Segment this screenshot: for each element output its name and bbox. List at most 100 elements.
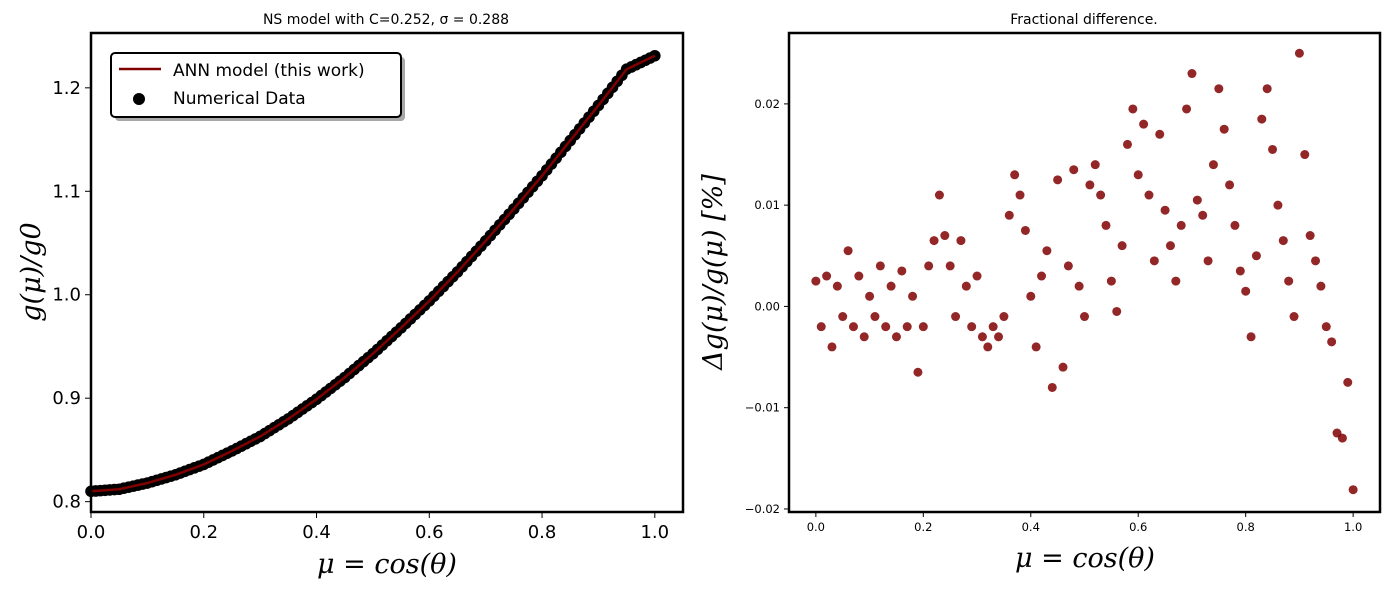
difference-data-point: [956, 236, 966, 246]
difference-data-point: [1321, 322, 1331, 332]
difference-data-point: [1047, 382, 1057, 392]
left-chart: NS model with C=0.252, σ = 0.288 0.0 0.2 0…: [16, 12, 685, 580]
difference-data-point: [822, 271, 832, 281]
difference-data-point: [832, 281, 842, 291]
legend-marker-swatch: [133, 93, 145, 105]
difference-data-point: [951, 312, 961, 322]
left-plot-frame: [89, 31, 685, 514]
difference-data-point: [1284, 276, 1294, 286]
difference-data-point: [1289, 312, 1299, 322]
difference-data-point: [1251, 251, 1261, 261]
right-x-axis-label: μ = cos(θ): [1015, 543, 1155, 574]
left-y-axis-ticks: 0.8 0.9 1.0 1.1 1.2: [52, 78, 91, 513]
difference-data-point: [886, 281, 896, 291]
difference-data-point: [972, 271, 982, 281]
y-tick-label: 1.2: [52, 78, 81, 99]
difference-data-point: [999, 312, 1009, 322]
x-tick-label: 0.2: [914, 520, 932, 534]
difference-data-point: [1343, 377, 1353, 387]
ann-model-line: [90, 54, 656, 493]
difference-data-point: [1149, 256, 1159, 266]
difference-data-point: [1117, 241, 1127, 251]
difference-data-point: [1268, 144, 1278, 154]
left-chart-title: NS model with C=0.252, σ = 0.288: [263, 12, 509, 28]
difference-data-point: [870, 312, 880, 322]
difference-data-point: [945, 261, 955, 271]
difference-data-point: [1192, 195, 1202, 205]
difference-data-point: [816, 322, 826, 332]
difference-data-point: [1300, 150, 1310, 160]
x-tick-label: 0.0: [807, 520, 825, 534]
difference-data-point: [1198, 210, 1208, 220]
difference-data-point: [811, 276, 821, 286]
right-y-axis-ticks: −0.02 −0.01 0.00 0.01 0.02: [745, 97, 789, 516]
left-x-axis-ticks: 0.0 0.2 0.4 0.6 0.8 1.0: [77, 512, 669, 543]
difference-data-point: [1225, 180, 1235, 190]
x-tick-label: 0.2: [189, 522, 218, 543]
y-tick-label: 1.0: [52, 285, 81, 306]
difference-data-point: [859, 332, 869, 342]
difference-data-point: [967, 322, 977, 332]
difference-data-point: [1214, 84, 1224, 94]
difference-data-point: [838, 312, 848, 322]
difference-data-point: [908, 291, 918, 301]
difference-data-point: [1037, 271, 1047, 281]
legend: ANN model (this work) Numerical Data: [110, 52, 405, 121]
difference-data-point: [1171, 276, 1181, 286]
difference-data-point: [1235, 266, 1245, 276]
difference-data-point: [1337, 433, 1347, 443]
difference-data-point: [891, 332, 901, 342]
y-tick-label: 1.1: [52, 181, 81, 202]
difference-data-point: [1090, 160, 1100, 170]
difference-data-point: [1133, 170, 1143, 180]
difference-data-point: [1128, 104, 1138, 114]
y-tick-label: 0.01: [754, 198, 780, 212]
difference-data-point: [1219, 124, 1229, 134]
difference-data-point: [1305, 231, 1315, 241]
difference-data-point: [1020, 225, 1030, 235]
difference-data-point: [1096, 190, 1106, 200]
left-plot-content: [85, 49, 661, 498]
right-chart-title: Fractional difference.: [1010, 12, 1158, 28]
difference-data-point: [1101, 220, 1111, 230]
x-tick-label: 1.0: [640, 522, 669, 543]
y-tick-label: −0.01: [745, 401, 780, 415]
difference-data-point: [881, 322, 891, 332]
x-tick-label: 0.8: [528, 522, 557, 543]
difference-data-point: [1203, 256, 1213, 266]
difference-data-point: [918, 322, 928, 332]
x-tick-label: 0.0: [77, 522, 106, 543]
right-plot-frame: [787, 31, 1382, 514]
difference-data-point: [1257, 114, 1267, 124]
difference-data-point: [1122, 139, 1132, 149]
difference-data-point: [1316, 281, 1326, 291]
difference-data-point: [961, 281, 971, 291]
difference-data-point: [875, 261, 885, 271]
difference-data-point: [1294, 48, 1304, 58]
right-y-axis-label: Δg(μ)/g(μ) [%]: [698, 174, 729, 371]
difference-data-point: [1053, 175, 1063, 185]
difference-data-point: [1208, 160, 1218, 170]
difference-data-point: [1080, 312, 1089, 322]
difference-data-point: [1042, 246, 1052, 256]
difference-data-point: [1026, 291, 1036, 301]
difference-data-point: [1069, 165, 1079, 175]
difference-data-point: [1187, 69, 1197, 79]
difference-data-point: [1085, 180, 1095, 190]
x-tick-label: 0.6: [415, 522, 444, 543]
difference-data-point: [854, 271, 864, 281]
difference-data-point: [827, 342, 837, 352]
difference-data-point: [1176, 220, 1186, 230]
difference-data-point: [1262, 84, 1272, 94]
difference-data-point: [988, 322, 998, 332]
difference-data-point: [977, 332, 987, 342]
difference-data-point: [843, 246, 853, 256]
y-tick-label: 0.9: [52, 388, 81, 409]
difference-data-point: [1160, 205, 1170, 215]
difference-data-point: [1031, 342, 1041, 352]
right-chart: Fractional difference. 0.0 0.2 0.4 0.6 0.8 1.…: [698, 12, 1382, 574]
difference-data-point: [1327, 337, 1337, 347]
difference-data-point: [1182, 104, 1192, 114]
difference-data-point: [1015, 190, 1025, 200]
